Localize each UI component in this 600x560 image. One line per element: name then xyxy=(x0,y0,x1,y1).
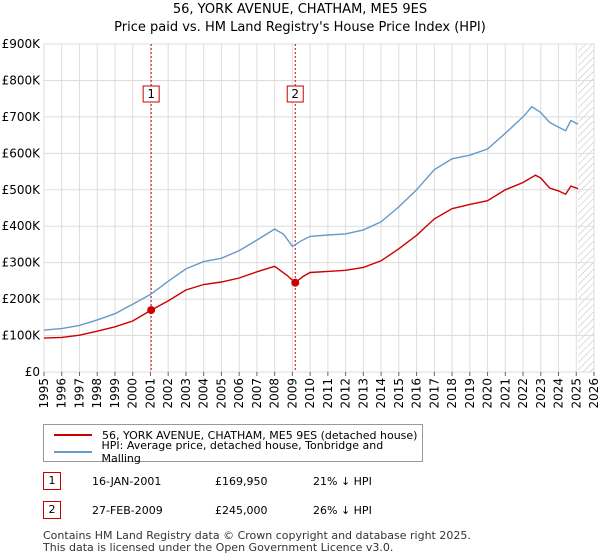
x-tick-label: 2016 xyxy=(410,378,424,409)
x-tick-label: 2001 xyxy=(143,378,157,409)
transaction-hpi-diff: 26% ↓ HPI xyxy=(313,504,372,517)
y-tick-label: £300K xyxy=(2,256,42,270)
legend: 56, YORK AVENUE, CHATHAM, ME5 9ES (detac… xyxy=(43,424,423,465)
transaction-price: £169,950 xyxy=(215,475,268,488)
transaction-date: 27-FEB-2009 xyxy=(92,504,163,517)
transaction-date: 16-JAN-2001 xyxy=(92,475,162,488)
legend-swatch-hpi xyxy=(54,451,92,453)
legend-item-hpi: HPI: Average price, detached house, Tonb… xyxy=(54,439,422,465)
transaction-number: 1 xyxy=(43,472,61,490)
transaction-number: 2 xyxy=(43,501,61,519)
transaction-hpi-diff: 21% ↓ HPI xyxy=(313,475,372,488)
x-tick-label: 1999 xyxy=(108,378,122,409)
y-tick-label: £100K xyxy=(2,329,42,343)
x-tick-label: 2024 xyxy=(552,378,566,409)
x-tick-label: 2023 xyxy=(534,378,548,409)
x-tick-label: 2000 xyxy=(126,378,140,409)
x-tick-label: 1996 xyxy=(55,378,69,409)
y-tick-label: £600K xyxy=(2,146,42,160)
x-tick-label: 2014 xyxy=(374,378,388,409)
x-tick-label: 2009 xyxy=(285,378,299,409)
x-tick-label: 2015 xyxy=(392,378,406,409)
x-tick-label: 2012 xyxy=(339,378,353,409)
chart-title: 56, YORK AVENUE, CHATHAM, ME5 9ES xyxy=(172,2,428,17)
legend-label-hpi: HPI: Average price, detached house, Tonb… xyxy=(101,439,384,465)
x-tick-label: 2020 xyxy=(481,378,495,409)
plot-area xyxy=(43,43,595,373)
series-line xyxy=(43,105,579,331)
y-tick-label: £200K xyxy=(2,292,42,306)
y-tick-label: £900K xyxy=(2,37,42,51)
y-tick-label: £500K xyxy=(2,183,42,197)
x-tick-label: 2011 xyxy=(321,378,335,409)
y-tick-label: £400K xyxy=(2,219,42,233)
price-chart: £0 £100K £200K £300K £400K £500K £600K £700K £80… xyxy=(2,37,600,409)
x-tick-label: 2022 xyxy=(516,378,530,409)
sale-point xyxy=(291,278,300,287)
forecast-region xyxy=(578,44,594,372)
x-tick-label: 2019 xyxy=(463,378,477,409)
legend-item-property: 56, YORK AVENUE, CHATHAM, ME5 9ES (detac… xyxy=(54,427,417,443)
x-tick-label: 2002 xyxy=(161,378,175,409)
x-tick-label: 2017 xyxy=(427,378,441,409)
x-tick-label: 2006 xyxy=(232,378,246,409)
x-tick-label: 1997 xyxy=(72,378,86,409)
transaction-marker-label: 2 xyxy=(291,87,299,101)
y-tick-label: £800K xyxy=(2,73,42,87)
x-tick-label: 2025 xyxy=(569,378,583,409)
sale-point xyxy=(147,306,156,315)
footer: Contains HM Land Registry data © Crown c… xyxy=(43,530,471,554)
legend-label-property: 56, YORK AVENUE, CHATHAM, ME5 9ES (detac… xyxy=(102,428,418,442)
footer-line-1: Contains HM Land Registry data © Crown c… xyxy=(43,529,471,542)
transaction-price: £245,000 xyxy=(215,504,268,517)
x-tick-label: 2013 xyxy=(356,378,370,409)
x-tick-label: 1995 xyxy=(37,378,51,409)
chart-subtitle: Price paid vs. HM Land Registry's House … xyxy=(114,20,486,35)
x-tick-label: 1998 xyxy=(90,378,104,409)
x-tick-label: 2018 xyxy=(445,378,459,409)
y-tick-label: £700K xyxy=(2,110,42,124)
y-tick-label: £0 xyxy=(25,365,40,379)
transaction-marker-label: 1 xyxy=(147,87,155,101)
x-tick-label: 2004 xyxy=(197,378,211,409)
x-tick-label: 2007 xyxy=(250,378,264,409)
legend-swatch-property xyxy=(54,434,92,436)
x-tick-label: 2005 xyxy=(214,378,228,409)
x-tick-label: 2010 xyxy=(303,378,317,409)
x-tick-label: 2021 xyxy=(498,378,512,409)
x-tick-label: 2026 xyxy=(587,378,600,409)
x-tick-label: 2008 xyxy=(268,378,282,409)
x-tick-label: 2003 xyxy=(179,378,193,409)
transaction-marker-box xyxy=(286,85,304,103)
transaction-marker-box xyxy=(142,85,160,103)
footer-line-2: This data is licensed under the Open Gov… xyxy=(43,541,394,554)
